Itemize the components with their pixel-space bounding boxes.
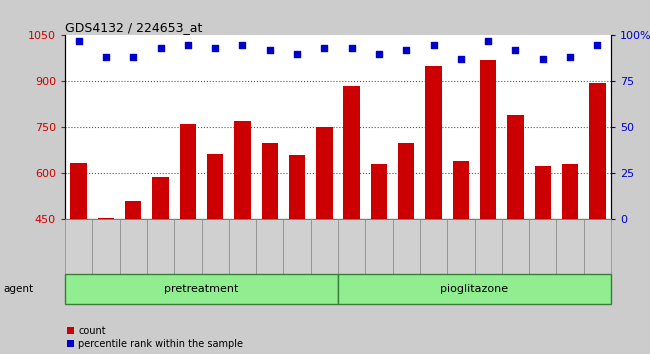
- Point: [565, 55, 575, 60]
- Point: [183, 42, 193, 47]
- Bar: [234, 121, 251, 219]
- Point: [510, 47, 521, 53]
- Legend: count, percentile rank within the sample: count, percentile rank within the sample: [66, 326, 243, 349]
- Bar: [398, 143, 415, 219]
- Bar: [179, 124, 196, 219]
- Point: [265, 47, 275, 53]
- Point: [428, 42, 439, 47]
- Bar: [562, 164, 578, 219]
- Bar: [480, 60, 497, 219]
- Bar: [316, 127, 333, 219]
- Point: [292, 51, 302, 57]
- Bar: [207, 154, 224, 219]
- Point: [346, 45, 357, 51]
- Point: [101, 55, 111, 60]
- Point: [73, 38, 84, 44]
- Point: [237, 42, 248, 47]
- Bar: [125, 201, 142, 219]
- Bar: [98, 218, 114, 219]
- Bar: [152, 177, 169, 219]
- Bar: [370, 164, 387, 219]
- Bar: [343, 86, 360, 219]
- Point: [319, 45, 330, 51]
- Point: [128, 55, 138, 60]
- Bar: [289, 155, 306, 219]
- Bar: [534, 166, 551, 219]
- Point: [456, 57, 466, 62]
- Point: [210, 45, 220, 51]
- Bar: [507, 115, 524, 219]
- Text: agent: agent: [3, 284, 33, 295]
- Text: pioglitazone: pioglitazone: [441, 284, 508, 295]
- Point: [538, 57, 548, 62]
- Bar: [589, 83, 606, 219]
- Point: [155, 45, 166, 51]
- Point: [483, 38, 493, 44]
- Bar: [261, 143, 278, 219]
- Point: [592, 42, 603, 47]
- Bar: [452, 161, 469, 219]
- Text: pretreatment: pretreatment: [164, 284, 239, 295]
- Point: [401, 47, 411, 53]
- Text: GDS4132 / 224653_at: GDS4132 / 224653_at: [65, 21, 202, 34]
- Bar: [425, 66, 442, 219]
- Point: [374, 51, 384, 57]
- Bar: [70, 163, 87, 219]
